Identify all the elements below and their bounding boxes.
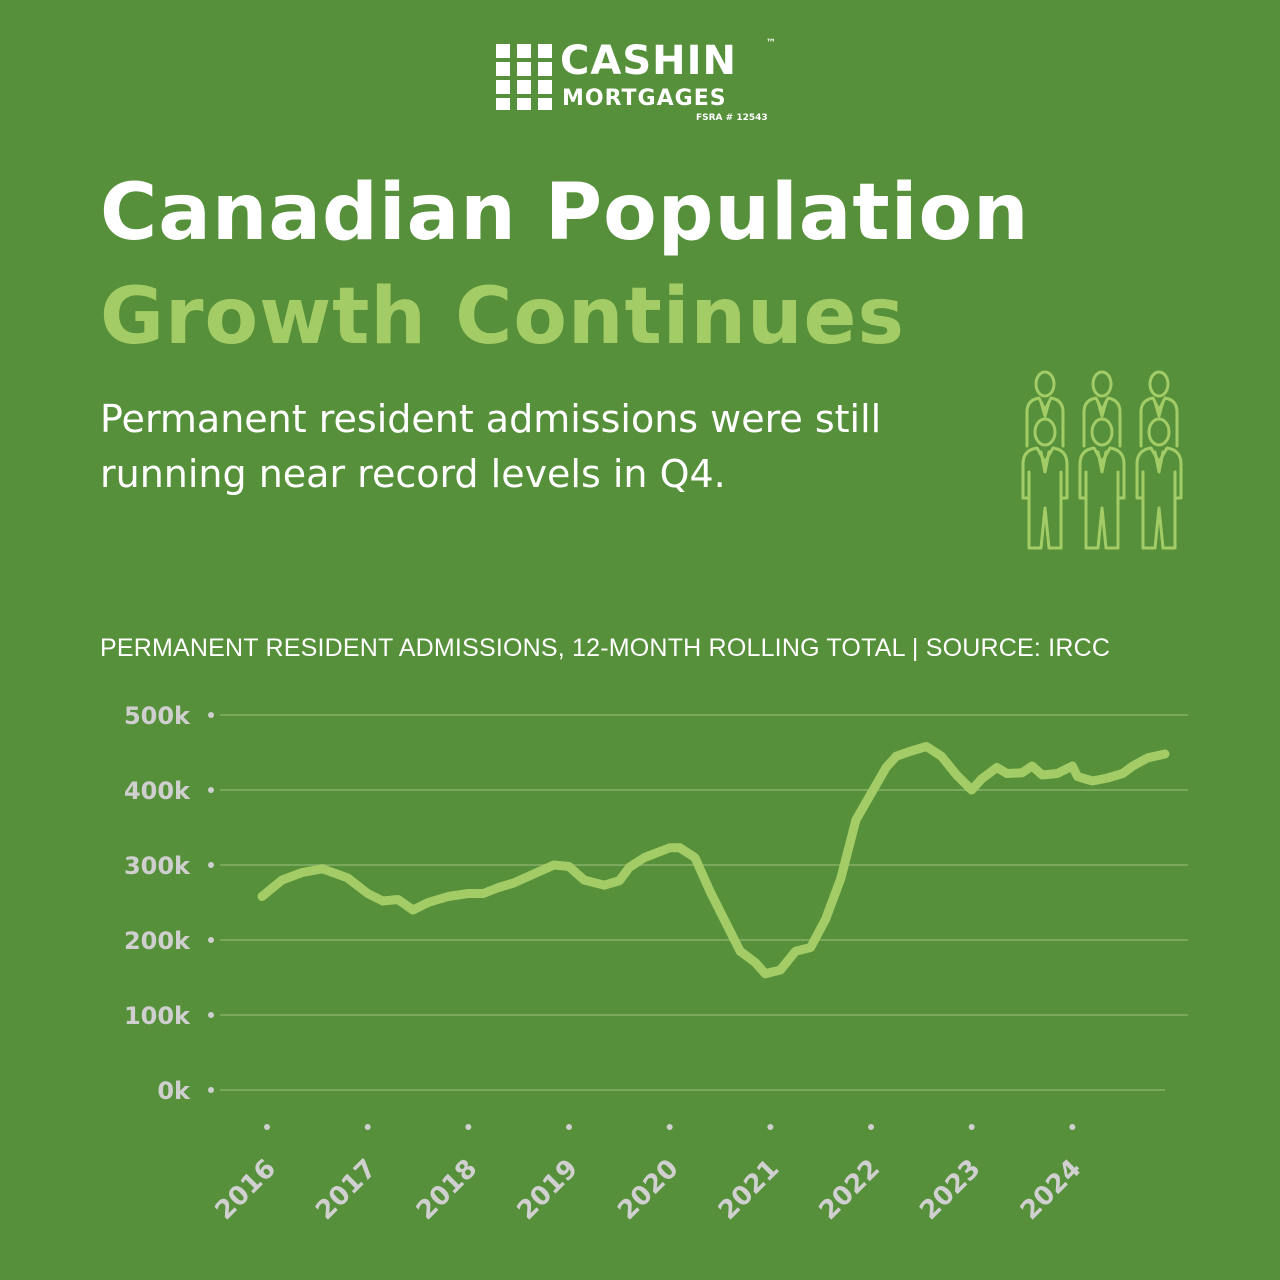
x-tick-label: 2021 bbox=[713, 1154, 785, 1226]
x-tick-mark bbox=[465, 1124, 471, 1130]
y-tick-mark bbox=[208, 1012, 214, 1018]
x-tick-label: 2016 bbox=[210, 1154, 282, 1226]
x-tick-label: 2017 bbox=[310, 1154, 382, 1226]
y-tick-mark bbox=[208, 787, 214, 793]
x-axis-ticks: 2016 2017 2018 2019 2020 2021 2022 2023 2024 bbox=[210, 1124, 1088, 1226]
logo-license: FSRA # 12543 bbox=[696, 113, 768, 123]
y-tick-mark bbox=[208, 1087, 214, 1093]
x-tick-label: 2020 bbox=[612, 1154, 684, 1226]
y-tick-label: 0k bbox=[157, 1077, 191, 1105]
y-tick-label: 500k bbox=[124, 702, 191, 730]
logo-name: CASHIN bbox=[560, 38, 737, 84]
logo-grid-icon bbox=[496, 44, 552, 110]
x-tick-label: 2024 bbox=[1015, 1154, 1087, 1226]
x-tick-label: 2019 bbox=[512, 1154, 584, 1226]
x-tick-mark bbox=[566, 1124, 572, 1130]
y-tick-label: 300k bbox=[124, 852, 191, 880]
x-tick-mark bbox=[264, 1124, 270, 1130]
page-title-line1: Canadian Population bbox=[100, 168, 1030, 258]
logo-subname: MORTGAGES bbox=[562, 86, 727, 112]
y-tick-label: 200k bbox=[124, 927, 191, 955]
cashin-logo: CASHIN ™ MORTGAGES FSRA # 12543 bbox=[496, 38, 796, 128]
people-group-icon bbox=[1015, 368, 1190, 553]
x-tick-label: 2022 bbox=[814, 1154, 886, 1226]
chart-title: PERMANENT RESIDENT ADMISSIONS, 12-MONTH … bbox=[100, 634, 1110, 663]
description-text: Permanent resident admissions were still… bbox=[100, 392, 940, 502]
y-tick-mark bbox=[208, 937, 214, 943]
x-tick-label: 2018 bbox=[411, 1154, 483, 1226]
x-tick-mark bbox=[868, 1124, 874, 1130]
y-axis-ticks: 0k 100k 200k 300k 400k 500k bbox=[124, 702, 214, 1105]
page-title-line2: Growth Continues bbox=[100, 272, 905, 362]
x-tick-mark bbox=[365, 1124, 371, 1130]
y-tick-label: 400k bbox=[124, 777, 191, 805]
y-tick-label: 100k bbox=[124, 1002, 191, 1030]
x-tick-label: 2023 bbox=[914, 1154, 986, 1226]
y-tick-mark bbox=[208, 862, 214, 868]
logo-trademark: ™ bbox=[766, 38, 776, 49]
x-tick-mark bbox=[667, 1124, 673, 1130]
y-tick-mark bbox=[208, 712, 214, 718]
x-tick-mark bbox=[767, 1124, 773, 1130]
x-tick-mark bbox=[1069, 1124, 1075, 1130]
x-tick-mark bbox=[969, 1124, 975, 1130]
